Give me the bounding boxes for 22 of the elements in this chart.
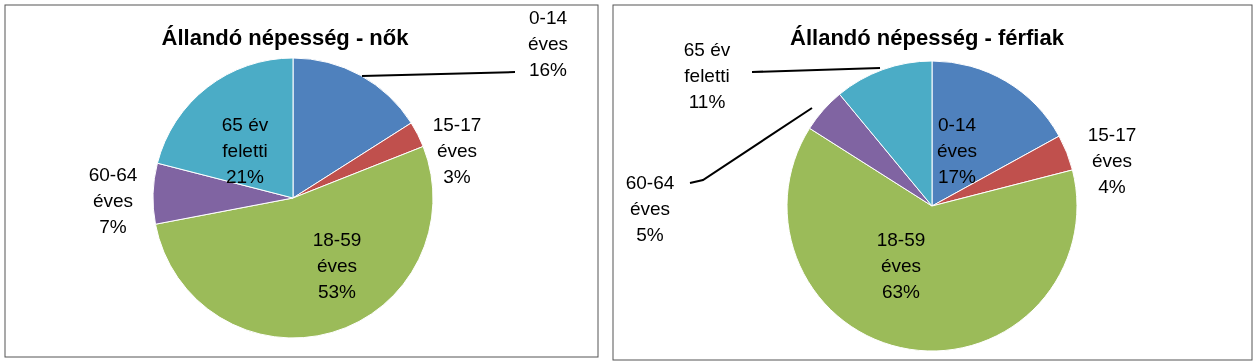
slice-label: 15-17 éves	[432, 114, 482, 161]
data-label: 3%	[443, 166, 471, 187]
text: Állandó népesség - nők	[161, 25, 410, 50]
slice-label: 65 év feletti	[221, 114, 269, 161]
slice-label: 60-64 éves	[88, 164, 138, 211]
slice-label: 65 év feletti	[683, 39, 731, 86]
data-label: 17%	[937, 166, 977, 187]
slice-label: 60-64 éves	[625, 172, 675, 219]
slice-label: 0-14 éves	[936, 114, 978, 161]
slice-label: 15-17 éves	[1087, 124, 1137, 171]
data-label: 16%	[528, 59, 568, 80]
slice-label: 18-59 éves	[312, 229, 362, 276]
slice-label: 18-59 éves	[876, 229, 926, 276]
data-label: 4%	[1098, 176, 1126, 197]
data-label: 63%	[881, 281, 921, 302]
data-label: 53%	[317, 281, 357, 302]
chart-title: Állandó népesség - férfiak	[790, 25, 1065, 50]
data-label: 5%	[636, 224, 664, 245]
data-label: 21%	[225, 166, 265, 187]
data-label: 7%	[99, 216, 127, 237]
data-label: 11%	[688, 91, 726, 112]
slice-label: 0-14 éves	[527, 7, 569, 54]
